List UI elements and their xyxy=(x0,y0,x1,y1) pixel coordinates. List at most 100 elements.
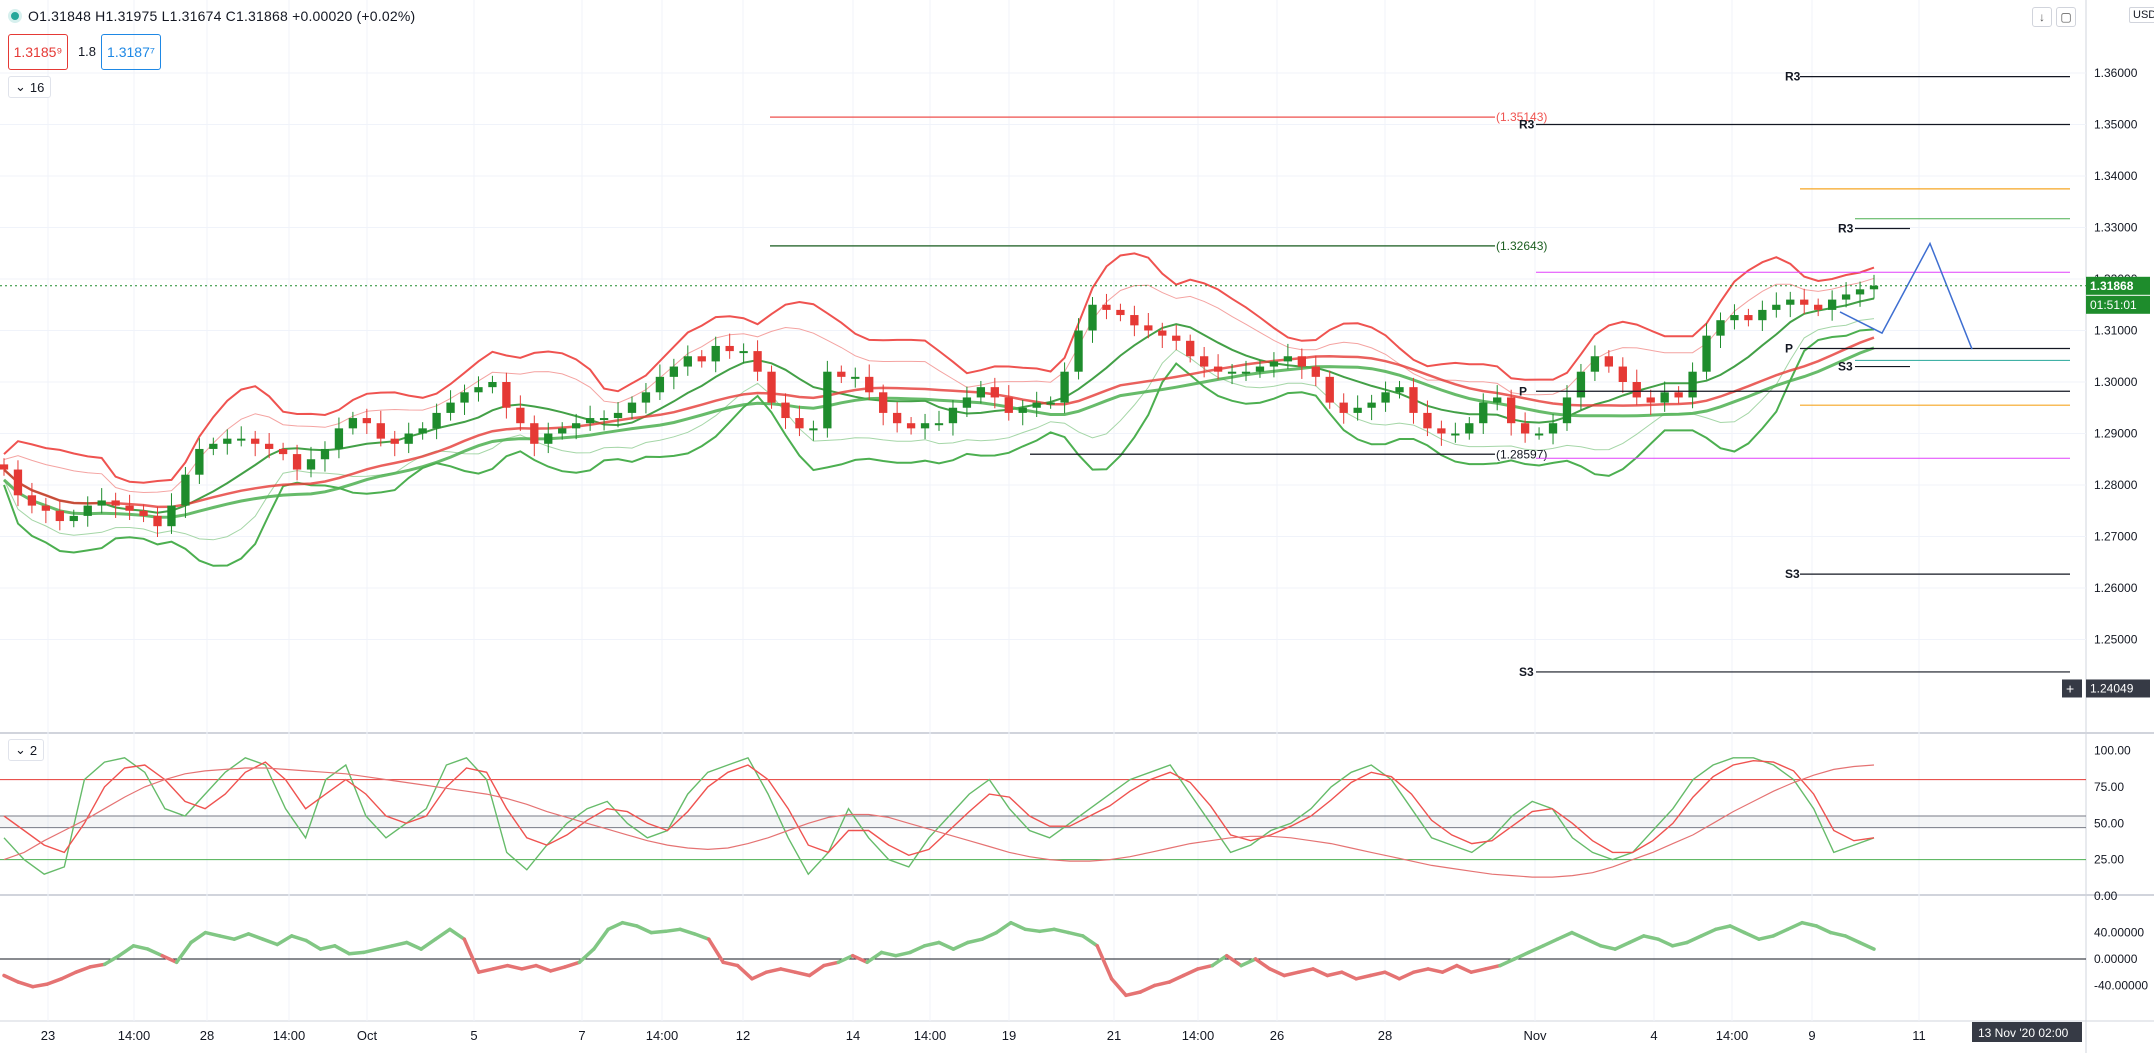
momentum-segment xyxy=(333,944,351,956)
candle-body xyxy=(55,510,64,522)
candle-body xyxy=(544,433,553,444)
buy-button[interactable]: 1.3187⁷ xyxy=(101,34,161,70)
x-tick-label: 14:00 xyxy=(1716,1028,1749,1043)
momentum-segment xyxy=(189,930,208,945)
stoch-y-tick-label: 25.00 xyxy=(2094,853,2124,867)
candle-body xyxy=(125,505,134,511)
stoch-pane-collapse-button[interactable]: ⌄ 2 xyxy=(8,739,45,761)
main-pane-collapse-button[interactable]: ⌄ 16 xyxy=(8,76,52,98)
momentum-segment xyxy=(951,940,970,951)
candle-body xyxy=(41,505,51,511)
ohlc-values: O1.31848 H1.31975 L1.31674 C1.31868 +0.0… xyxy=(28,8,416,24)
x-tick-label: 28 xyxy=(1378,1028,1392,1043)
candle-body xyxy=(1004,397,1013,413)
candle-body xyxy=(1283,356,1293,362)
candle-body xyxy=(139,510,148,516)
momentum-segment xyxy=(692,932,711,941)
candle-body xyxy=(0,464,9,470)
x-tick-label: 28 xyxy=(200,1028,214,1043)
candle-body xyxy=(920,423,930,429)
x-tick-label: Nov xyxy=(1523,1028,1547,1043)
candle-body xyxy=(1241,371,1251,374)
stoch-series-line xyxy=(3,756,1875,876)
candle-body xyxy=(1158,330,1167,336)
momentum-y-tick-label: -40.00000 xyxy=(2094,978,2148,992)
momentum-segment xyxy=(1857,940,1876,951)
candle-body xyxy=(669,366,679,377)
y-tick-label: 1.27000 xyxy=(2094,530,2138,544)
momentum-segment xyxy=(908,944,927,955)
x-tick-label: 5 xyxy=(470,1028,477,1043)
candle-body xyxy=(348,418,358,429)
momentum-segment xyxy=(74,965,93,974)
pivot-label: R3 xyxy=(1785,70,1801,84)
crosshair-plus-glyph: + xyxy=(2066,680,2074,696)
momentum-segment xyxy=(1800,920,1819,928)
momentum-segment xyxy=(433,927,452,941)
maximize-icon[interactable]: ▢ xyxy=(2056,7,2076,27)
candle-body xyxy=(1548,423,1558,434)
sell-button[interactable]: 1.3185⁹ xyxy=(8,34,68,70)
momentum-segment xyxy=(807,963,826,978)
candle-body xyxy=(362,418,371,424)
bollinger-lower-band xyxy=(3,328,1875,567)
momentum-segment xyxy=(779,967,797,974)
arrow-down-icon[interactable]: ↓ xyxy=(2032,7,2052,27)
momentum-segment xyxy=(1181,967,1200,978)
pivot-label: S3 xyxy=(1519,665,1534,679)
candle-body xyxy=(1144,325,1153,331)
candle-body xyxy=(1367,402,1376,408)
chevron-down-icon: ⌄ xyxy=(15,742,26,757)
candle-body xyxy=(976,387,986,398)
momentum-segment xyxy=(1224,953,1243,968)
momentum-segment xyxy=(721,960,740,968)
momentum-segment xyxy=(1483,963,1502,971)
momentum-segment xyxy=(994,920,1013,935)
candle-body xyxy=(697,356,706,362)
x-tick-label: 14:00 xyxy=(646,1028,679,1043)
candle-body xyxy=(1381,392,1390,403)
candle-body xyxy=(1841,294,1851,300)
momentum-segment xyxy=(1699,927,1718,938)
price-level-label: (1.35143) xyxy=(1496,110,1547,124)
y-tick-label: 1.34000 xyxy=(2094,169,2138,183)
momentum-segment xyxy=(1627,934,1646,945)
candle-body xyxy=(418,428,427,434)
momentum-segment xyxy=(836,953,855,965)
momentum-segment xyxy=(1239,957,1258,968)
momentum-segment xyxy=(1527,944,1545,955)
candle-body xyxy=(334,428,344,449)
momentum-segment xyxy=(462,937,481,974)
keltner-upper-band xyxy=(3,277,1875,494)
x-tick-label: 14:00 xyxy=(1182,1028,1215,1043)
x-tick-label: 12 xyxy=(736,1028,750,1043)
momentum-segment xyxy=(980,930,999,941)
x-tick-label: 14 xyxy=(846,1028,860,1043)
x-tick-label: 7 xyxy=(578,1028,585,1043)
candle-body xyxy=(1702,335,1711,372)
candle-body xyxy=(585,418,595,424)
momentum-segment xyxy=(289,934,308,943)
currency-label[interactable]: USD xyxy=(2129,7,2154,23)
candle-body xyxy=(153,515,162,527)
x-tick-label: 26 xyxy=(1270,1028,1284,1043)
candle-body xyxy=(97,500,106,506)
momentum-segment xyxy=(606,920,625,932)
candle-body xyxy=(990,387,999,398)
candle-body xyxy=(1520,423,1530,434)
momentum-segment xyxy=(534,963,553,973)
momentum-segment xyxy=(663,927,682,934)
candle-body xyxy=(1060,371,1069,403)
momentum-segment xyxy=(1584,937,1603,948)
momentum-segment xyxy=(750,970,769,981)
candle-body xyxy=(1199,356,1209,367)
last-price-badge xyxy=(2086,276,2150,295)
momentum-segment xyxy=(491,963,510,971)
momentum-segment xyxy=(1037,927,1056,934)
momentum-segment xyxy=(2,973,21,984)
momentum-segment xyxy=(1742,930,1761,941)
candle-body xyxy=(934,423,944,426)
candle-body xyxy=(27,495,37,506)
candle-body xyxy=(432,412,441,429)
